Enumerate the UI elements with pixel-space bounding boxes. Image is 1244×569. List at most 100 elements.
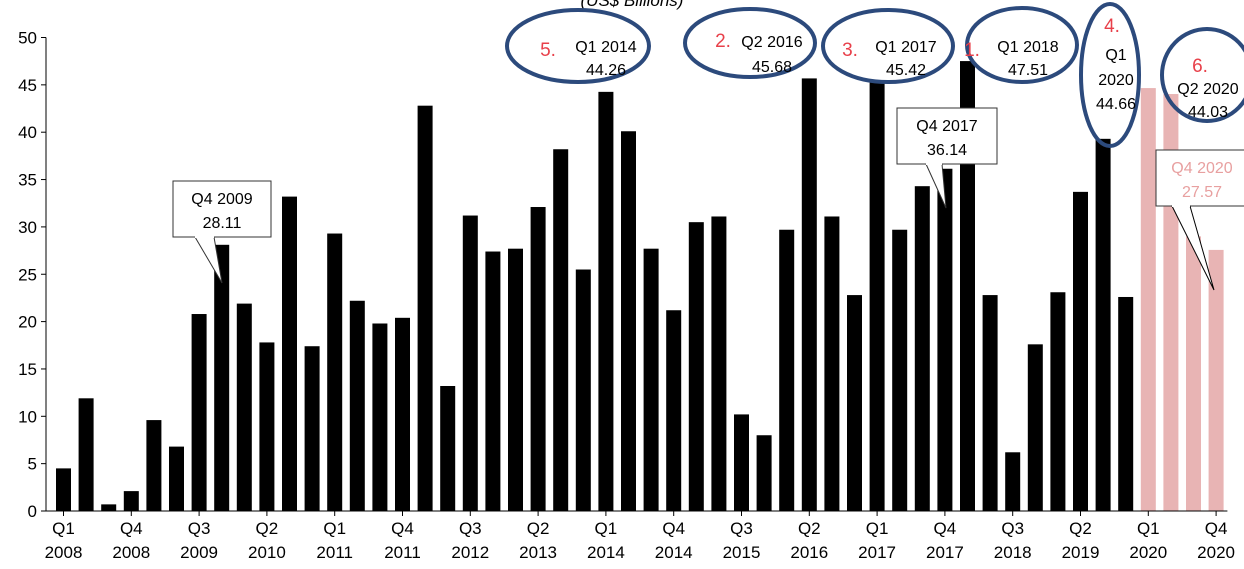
- bars-group: [56, 61, 1224, 512]
- bar: [1005, 452, 1021, 511]
- bar: [575, 269, 591, 511]
- x-tick-label: Q2: [256, 519, 279, 538]
- bar: [530, 207, 546, 511]
- ranked-annotations: 5. Q1 2014 44.26 2. Q2 2016 45.68 3. Q1 2017 45.…: [505, 2, 1244, 148]
- ranked-annotation: 4. Q1 2020 44.66: [1079, 2, 1141, 148]
- x-tick-label: Q3: [730, 519, 753, 538]
- x-tick-label: Q3: [188, 519, 211, 538]
- bar: [711, 216, 727, 511]
- x-tick-label: Q1: [1137, 519, 1160, 538]
- bar: [1027, 344, 1043, 511]
- bar: [440, 385, 456, 511]
- bar: [847, 295, 862, 511]
- callout-box: [172, 180, 272, 238]
- bar: [417, 105, 433, 512]
- x-tick-label: Q4: [391, 519, 414, 538]
- bar: [214, 244, 230, 512]
- annotation-line: 44.66: [1096, 96, 1136, 113]
- x-tick-label-year: 2017: [926, 543, 964, 562]
- y-tick-label: 0: [28, 502, 37, 521]
- value-callout: Q4 2009 28.11: [172, 180, 272, 284]
- bar: [553, 149, 569, 511]
- annotation-rank: 6.: [1192, 56, 1208, 77]
- bar: [982, 295, 998, 511]
- x-tick-label-year: 2011: [384, 543, 421, 562]
- annotation-rank: 1.: [964, 40, 980, 61]
- callout-annotations: Q4 2009 28.11 Q4 2017 36.14 Q4 2020 27.57: [172, 107, 1244, 291]
- ranked-annotation: 1. Q1 2018 47.51: [964, 6, 1079, 84]
- x-tick-label: Q1: [52, 519, 75, 538]
- x-tick-label-year: 2012: [451, 543, 489, 562]
- annotation-rank: 4.: [1104, 16, 1120, 37]
- x-tick-label-year: 2015: [723, 543, 761, 562]
- callout-box: [896, 107, 998, 165]
- y-tick-label: 30: [18, 218, 37, 237]
- bar: [1118, 296, 1134, 511]
- y-tick-label: 50: [18, 29, 37, 48]
- annotation-line: 47.51: [1008, 62, 1048, 79]
- bar: [801, 78, 817, 511]
- y-tick-label: 5: [28, 455, 37, 474]
- callout-line: 28.11: [203, 215, 242, 232]
- annotation-ellipse: [683, 7, 817, 79]
- annotation-line: Q2 2016: [741, 34, 802, 51]
- x-tick-label-year: 2011: [316, 543, 353, 562]
- bar: [327, 233, 343, 512]
- bar: [56, 468, 71, 511]
- annotation-line: 44.26: [586, 62, 626, 79]
- annotation-ellipse: [505, 8, 651, 84]
- annotation-line: 2020: [1098, 72, 1134, 89]
- y-tick-label: 45: [18, 76, 37, 95]
- bar: [304, 346, 320, 511]
- x-tick-label: Q4: [662, 519, 685, 538]
- bar: [937, 168, 953, 511]
- y-tick-label: 25: [18, 265, 37, 284]
- bar: [259, 342, 275, 511]
- x-tick-label-year: 2016: [790, 543, 828, 562]
- bar: [282, 196, 297, 511]
- bar: [146, 420, 162, 511]
- annotation-ellipse: [1079, 2, 1141, 148]
- annotation-rank: 3.: [842, 40, 858, 61]
- x-tick-label-year: 2009: [180, 543, 218, 562]
- x-tick-label-year: 2019: [1062, 543, 1100, 562]
- callout-line: Q4 2009: [191, 191, 252, 208]
- bar: [349, 300, 365, 511]
- y-tick-label: 40: [18, 123, 37, 142]
- x-tick-label: Q1: [866, 519, 889, 538]
- annotation-line: Q1 2018: [997, 39, 1058, 56]
- bar: [621, 131, 636, 512]
- bar: [462, 215, 478, 511]
- callout-line: 27.57: [1182, 184, 1222, 201]
- value-callout: Q4 2020 27.57: [1155, 149, 1244, 291]
- x-tick-label-year: 2014: [587, 543, 625, 562]
- callout-pointer: [194, 236, 223, 284]
- x-tick-label-year: 2013: [519, 543, 557, 562]
- x-axis: Q1 2008 Q4 2008 Q3 2009 Q2 2010 Q1 2011 Q4 2011 Q3 20…: [45, 510, 1235, 562]
- annotation-ellipse: [1160, 27, 1244, 123]
- x-tick-label: Q1: [323, 519, 346, 538]
- x-tick-label: Q2: [1069, 519, 1092, 538]
- annotation-line: Q1 2017: [875, 39, 936, 56]
- x-tick-label-year: 2014: [655, 543, 693, 562]
- bar: [78, 398, 94, 511]
- bar: [960, 61, 975, 512]
- bar: [666, 310, 682, 511]
- y-tick-label: 10: [18, 407, 37, 426]
- bar: [101, 504, 117, 511]
- x-tick-label-year: 2020: [1197, 543, 1235, 562]
- x-tick-label-year: 2020: [1129, 543, 1167, 562]
- bar: [643, 248, 659, 511]
- annotation-line: Q2 2020: [1177, 81, 1238, 98]
- ranked-annotation: 5. Q1 2014 44.26: [505, 8, 651, 84]
- x-tick-label: Q4: [1205, 519, 1228, 538]
- x-tick-label-year: 2008: [45, 543, 83, 562]
- bar: [372, 323, 388, 511]
- annotation-ellipse: [965, 6, 1079, 84]
- annotation-line: Q1: [1105, 47, 1126, 64]
- annotation-rank: 2.: [715, 31, 731, 52]
- x-tick-label: Q3: [459, 519, 482, 538]
- bar: [892, 229, 908, 511]
- x-tick-label-year: 2017: [858, 543, 896, 562]
